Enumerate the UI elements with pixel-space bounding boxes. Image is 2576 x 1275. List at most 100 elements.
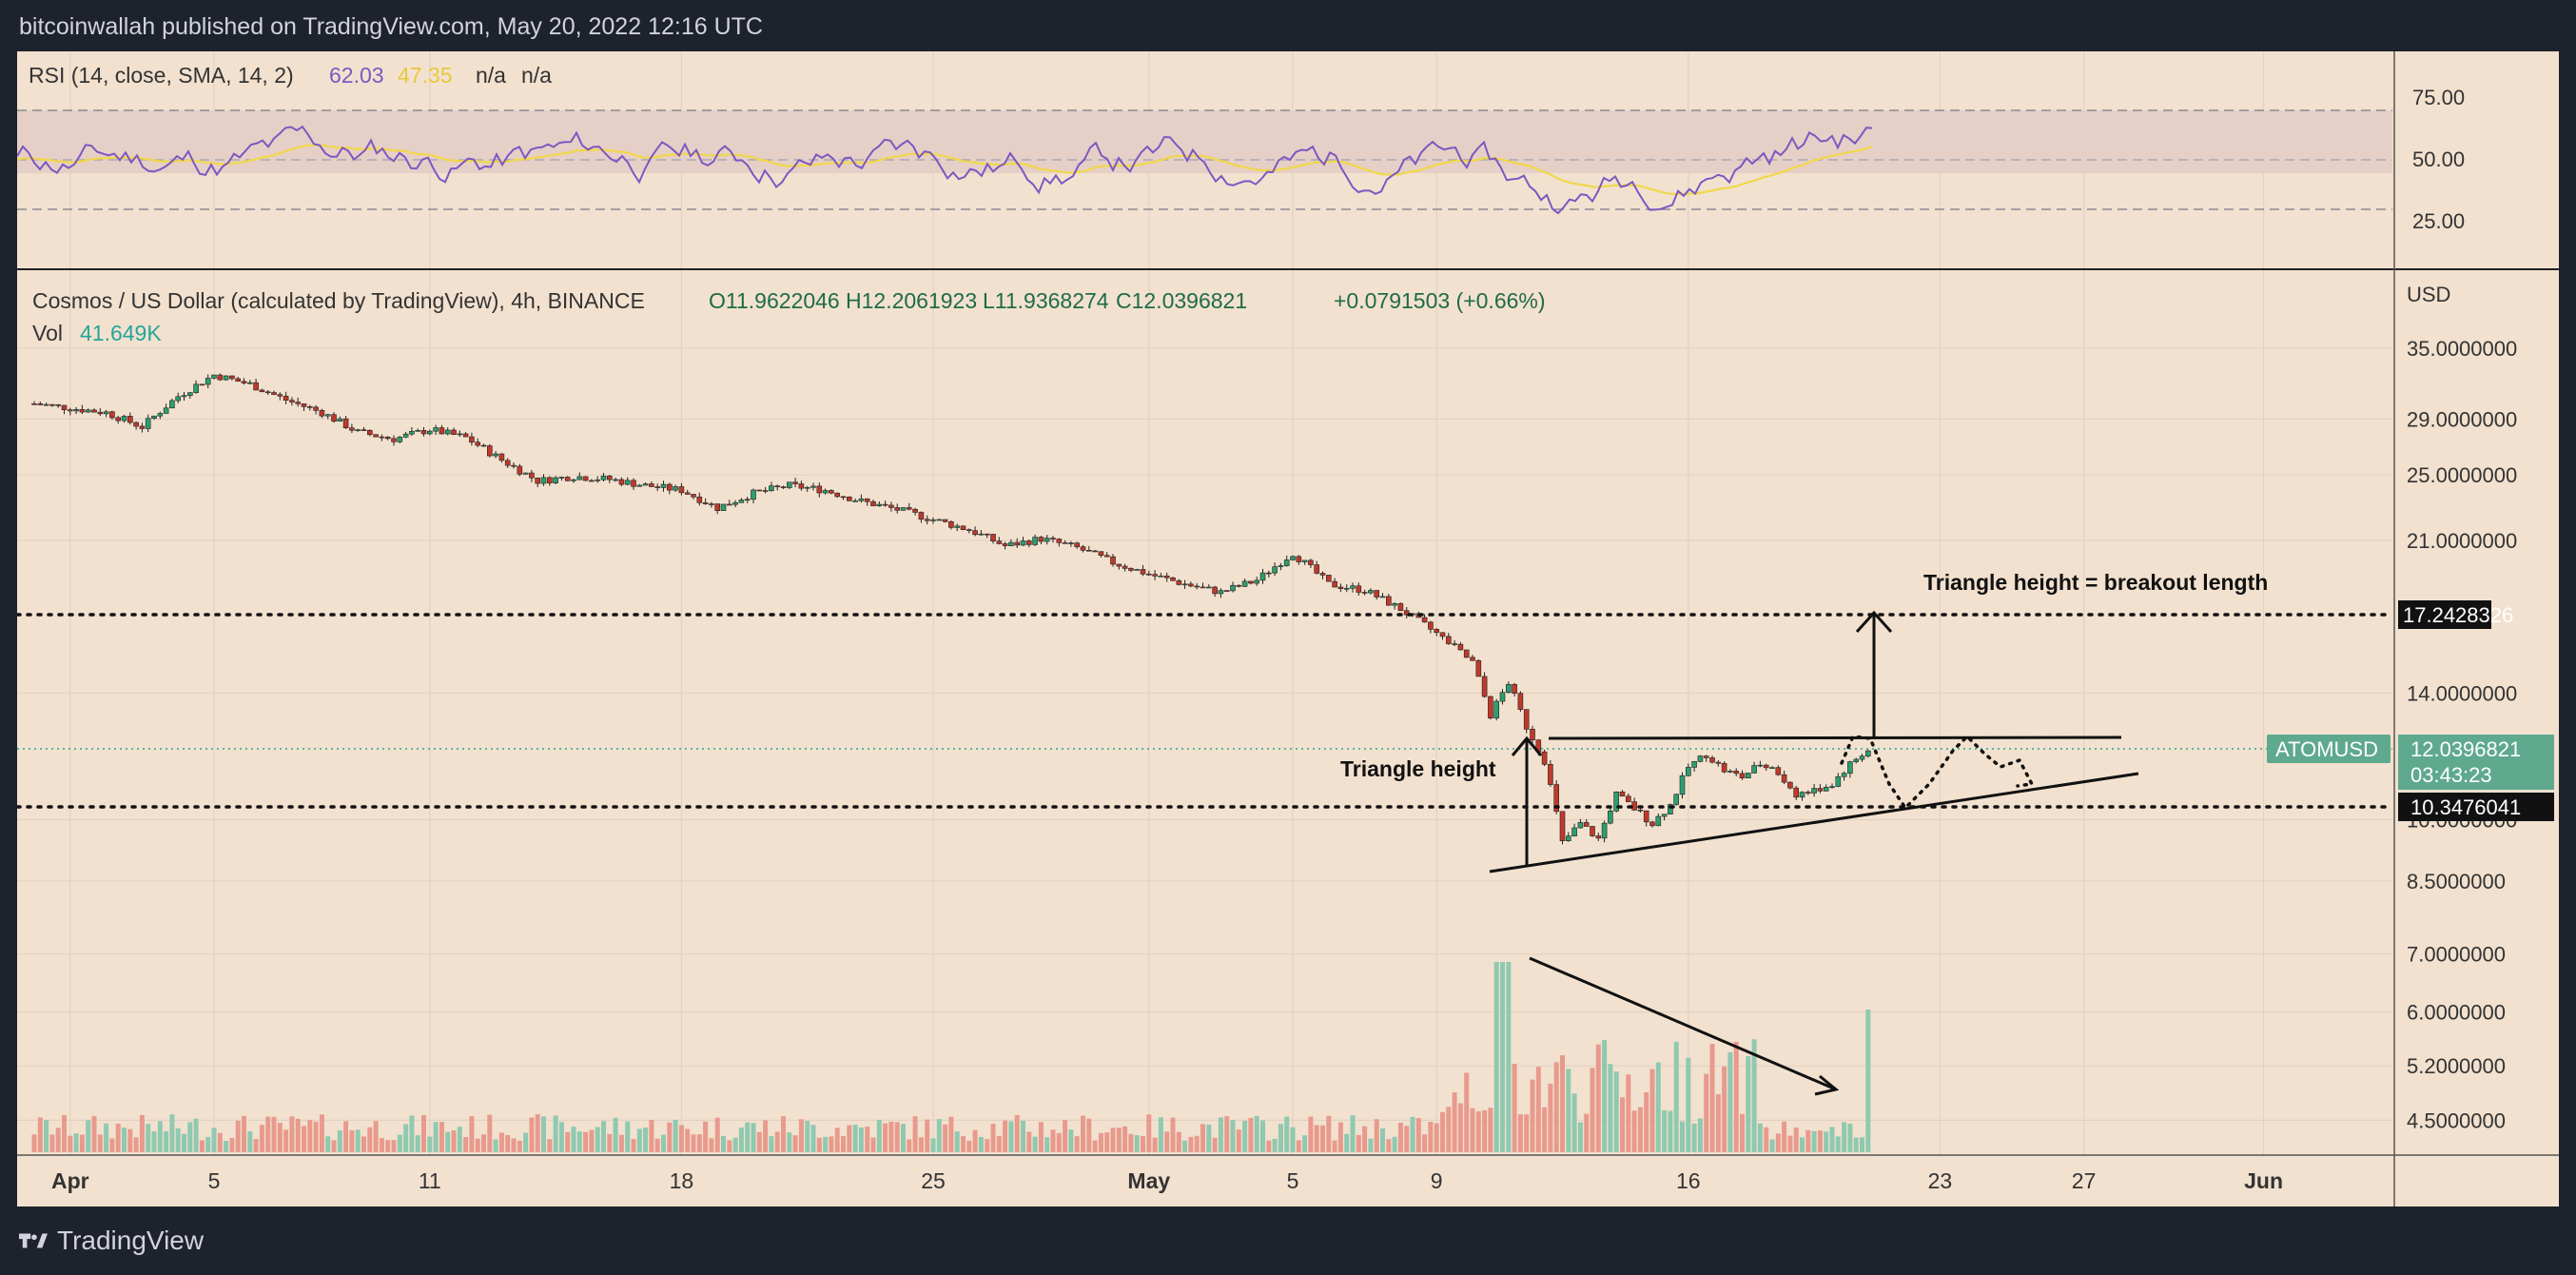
candle-body [1859, 755, 1865, 760]
candle-body [1062, 542, 1068, 544]
candle-body [553, 477, 558, 483]
volume-bar [397, 1134, 402, 1152]
volume-bar [583, 1131, 589, 1152]
candle-body [1601, 822, 1608, 839]
ohlc-change: +0.0791503 (+0.66%) [1334, 288, 1546, 313]
candle-body [1463, 649, 1470, 658]
ohlc-low: L11.9368274 [983, 288, 1109, 313]
rsi-name: RSI (14, close, SMA, 14, 2) [29, 63, 294, 88]
footer-brand[interactable]: TradingView [19, 1226, 204, 1256]
volume-bar [852, 1125, 858, 1152]
volume-bar [182, 1133, 186, 1152]
volume-bar [756, 1131, 762, 1152]
candle-body [888, 504, 894, 508]
volume-bar [1415, 1118, 1421, 1152]
time-label: May [1127, 1168, 1170, 1193]
candle-body [1746, 773, 1751, 778]
time-axis[interactable]: Apr 5 11 18 25 May 5 9 16 23 27 Jun [51, 1168, 2283, 1193]
volume-bar [1751, 1039, 1757, 1152]
volume-bar [721, 1135, 726, 1152]
volume-bar [553, 1115, 558, 1152]
volume-bar [133, 1137, 139, 1152]
candle-body [1475, 659, 1482, 677]
volume-bar [1332, 1140, 1337, 1152]
candle-body [1481, 676, 1488, 697]
candle-body [145, 418, 151, 429]
triangle-top-line[interactable] [1548, 736, 2122, 740]
candle-body [1595, 835, 1602, 839]
rsi-sma-value: 47.35 [398, 63, 453, 88]
volume-bar [253, 1139, 259, 1152]
candle-body [642, 483, 649, 486]
candle-body [31, 402, 37, 405]
candle-body [349, 427, 355, 431]
volume-bar [1740, 1113, 1745, 1152]
candle-body [264, 391, 271, 394]
volume-bar [1644, 1091, 1649, 1152]
volume-bar [1530, 1079, 1535, 1152]
candle-body [1757, 764, 1764, 767]
triangle-height-label: Triangle height [1340, 756, 1496, 781]
candle-body [1356, 585, 1362, 593]
candle-body [342, 418, 349, 429]
candle-body [97, 411, 104, 415]
volume-bar [631, 1139, 636, 1152]
candle-body [109, 411, 115, 419]
triangle-drawing[interactable] [1489, 610, 2139, 1096]
candle-body [864, 498, 870, 502]
volume-bar [1350, 1115, 1356, 1152]
volume-bar [1470, 1108, 1475, 1152]
volume-bar [1769, 1139, 1775, 1152]
candle-body [1379, 596, 1386, 598]
candle-body [1176, 579, 1182, 585]
candle-body [1841, 773, 1847, 777]
candle-body [1350, 585, 1356, 589]
volume-bar [763, 1120, 769, 1152]
volume-bar [1206, 1124, 1212, 1152]
candle-body [426, 430, 433, 435]
volume-bar [1847, 1123, 1853, 1152]
volume-bar [475, 1138, 480, 1152]
candle-body [816, 485, 823, 494]
candle-body [504, 460, 511, 466]
volume-bar [792, 1135, 798, 1152]
volume-bar [115, 1123, 121, 1152]
rsi-line [16, 125, 1873, 215]
volume-bar [403, 1124, 409, 1152]
volume-bar [1571, 1093, 1577, 1152]
candle-body [649, 483, 654, 487]
chart-panel[interactable]: RSI (14, close, SMA, 14, 2) 62.03 47.35 … [15, 51, 2559, 1206]
candle-body [391, 438, 397, 442]
volume-bar [901, 1124, 906, 1152]
volume-bar [1488, 1108, 1493, 1152]
volume-trend-line[interactable] [1529, 956, 1837, 1091]
candle-body [205, 378, 211, 385]
ohlc-open: O11.9622046 [709, 288, 840, 313]
volume-bar [259, 1125, 264, 1152]
volume-bar [1044, 1137, 1050, 1152]
candle-body [1200, 586, 1206, 589]
triangle-bottom-line[interactable] [1489, 772, 2139, 873]
volume-bar [1122, 1126, 1128, 1152]
candle-body [1266, 572, 1272, 575]
volume-bar [961, 1135, 966, 1152]
volume-bar [1865, 1010, 1871, 1152]
candle-body [67, 409, 73, 412]
volume-bar [1793, 1127, 1799, 1152]
rsi-pane[interactable]: RSI (14, close, SMA, 14, 2) 62.03 47.35 … [16, 63, 2392, 215]
candle-body [366, 429, 373, 436]
time-label: 18 [670, 1168, 694, 1193]
volume-bar [745, 1122, 751, 1152]
chart-svg[interactable]: RSI (14, close, SMA, 14, 2) 62.03 47.35 … [15, 51, 2559, 1206]
candle-body [229, 375, 235, 380]
volume-bar [703, 1121, 709, 1152]
candle-body [606, 475, 613, 481]
volume-bar [1074, 1136, 1080, 1152]
price-tick: 21.0000000 [2407, 529, 2517, 553]
volume-bar [948, 1116, 954, 1152]
volume-bar [990, 1124, 996, 1152]
candle-body [517, 465, 523, 475]
candle-body [1236, 584, 1242, 587]
candle-body [1428, 621, 1434, 630]
candle-body [1637, 809, 1644, 812]
